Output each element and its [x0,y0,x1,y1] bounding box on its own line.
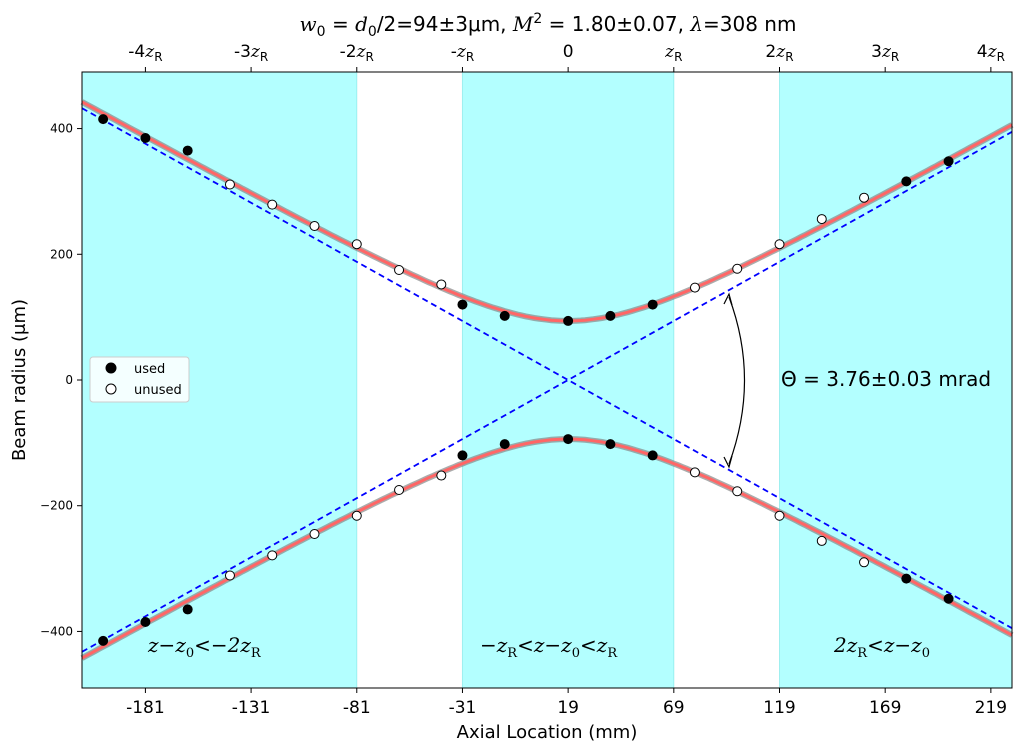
point-used-upper [901,176,912,187]
point-used-upper [182,145,193,156]
point-unused-upper [436,279,447,290]
x-tick-label: -81 [343,698,371,718]
asymptote-falling [81,107,1013,629]
top-tick-label: 4zR [977,42,1005,64]
x-tick-label: 19 [557,698,579,718]
axis-ticks: -181 -131 -81 -31 19 69 119 169 219 −400 −200 0 200 4… [40,42,1007,718]
top-tick-label: 3zR [871,42,899,64]
legend: used unused [89,356,190,403]
x-tick-label: 219 [975,698,1007,718]
point-used-upper [98,114,109,125]
point-unused-upper [267,199,278,210]
point-unused-upper [689,282,700,293]
y-axis-label: Beam radius (μm) [9,299,30,461]
point-unused-upper [859,192,870,203]
point-unused-upper [309,221,320,231]
point-unused-lower [224,570,235,581]
x-axis-label: Axial Location (mm) [457,722,638,743]
x-tick-label: -131 [232,698,271,718]
point-unused-upper [816,214,827,225]
point-used-upper [943,156,954,167]
shaded-region-1 [461,71,675,689]
point-used-upper [647,299,658,310]
point-unused-lower [774,510,785,521]
point-unused-upper [394,265,405,275]
top-tick-label: -zR [451,42,474,64]
point-used-lower [140,617,151,627]
point-used-lower [457,450,468,461]
region-right-label: 2zR<z−z0 [833,633,930,661]
point-used-upper [605,310,616,321]
point-used-upper [457,299,468,310]
region-middle-label: −zR<z−z0<zR [480,633,618,661]
chart-title: w0 = d0/2=94±3μm, M2 = 1.80±0.07, λ=308 … [300,11,797,40]
point-unused-lower [732,486,743,497]
point-used-lower [98,635,109,646]
x-tick-label: -31 [449,698,477,718]
point-unused-lower [351,510,362,521]
point-used-upper [563,315,574,326]
point-used-lower [182,604,193,615]
x-tick-label: 119 [763,698,795,718]
x-tick-label: -181 [126,698,165,718]
point-unused-upper [224,179,235,190]
point-used-lower [605,439,616,450]
y-tick-label: 0 [65,373,73,387]
y-tick-label: 200 [50,247,73,261]
legend-used-label: used [134,362,165,377]
fit-lines [80,99,1014,661]
legend-unused-label: unused [134,383,182,398]
x-tick-label: 169 [869,698,901,718]
point-unused-upper [774,239,785,250]
legend-unused-marker [105,383,117,395]
point-used-lower [499,439,510,450]
point-unused-upper [351,239,362,250]
top-tick-label: -3zR [234,42,268,64]
point-unused-lower [689,467,700,478]
top-tick-label: 0 [563,42,574,62]
data-points [98,114,954,646]
point-unused-lower [436,470,447,481]
y-tick-label: −200 [40,499,73,513]
top-tick-label: -4zR [128,42,162,64]
y-tick-label: −400 [40,624,73,638]
arrowhead-bottom [723,455,733,469]
legend-used-marker [105,362,117,374]
y-tick-label: 400 [50,122,73,136]
point-unused-lower [859,557,870,568]
top-tick-label: 2zR [765,42,793,64]
arrowhead-top [723,292,733,306]
point-unused-lower [394,485,405,495]
point-used-upper [140,133,151,143]
point-unused-lower [309,529,320,539]
point-used-upper [499,310,510,321]
region-left-label: z−z0<−2zR [147,633,262,661]
point-used-lower [901,573,912,584]
point-used-lower [943,593,954,604]
point-unused-lower [267,550,278,561]
fit-curve-lower [81,437,1013,660]
asymptote-rising [81,131,1013,653]
point-used-lower [563,434,574,445]
top-tick-label: zR [664,42,682,64]
point-used-lower [647,450,658,461]
top-tick-label: -2zR [340,42,374,64]
divergence-label: Θ = 3.76±0.03 mrad [781,367,991,391]
x-tick-label: 69 [663,698,685,718]
point-unused-lower [816,535,827,546]
divergence-arc [728,296,746,465]
fit-curve-upper [81,100,1013,323]
point-unused-upper [732,263,743,274]
